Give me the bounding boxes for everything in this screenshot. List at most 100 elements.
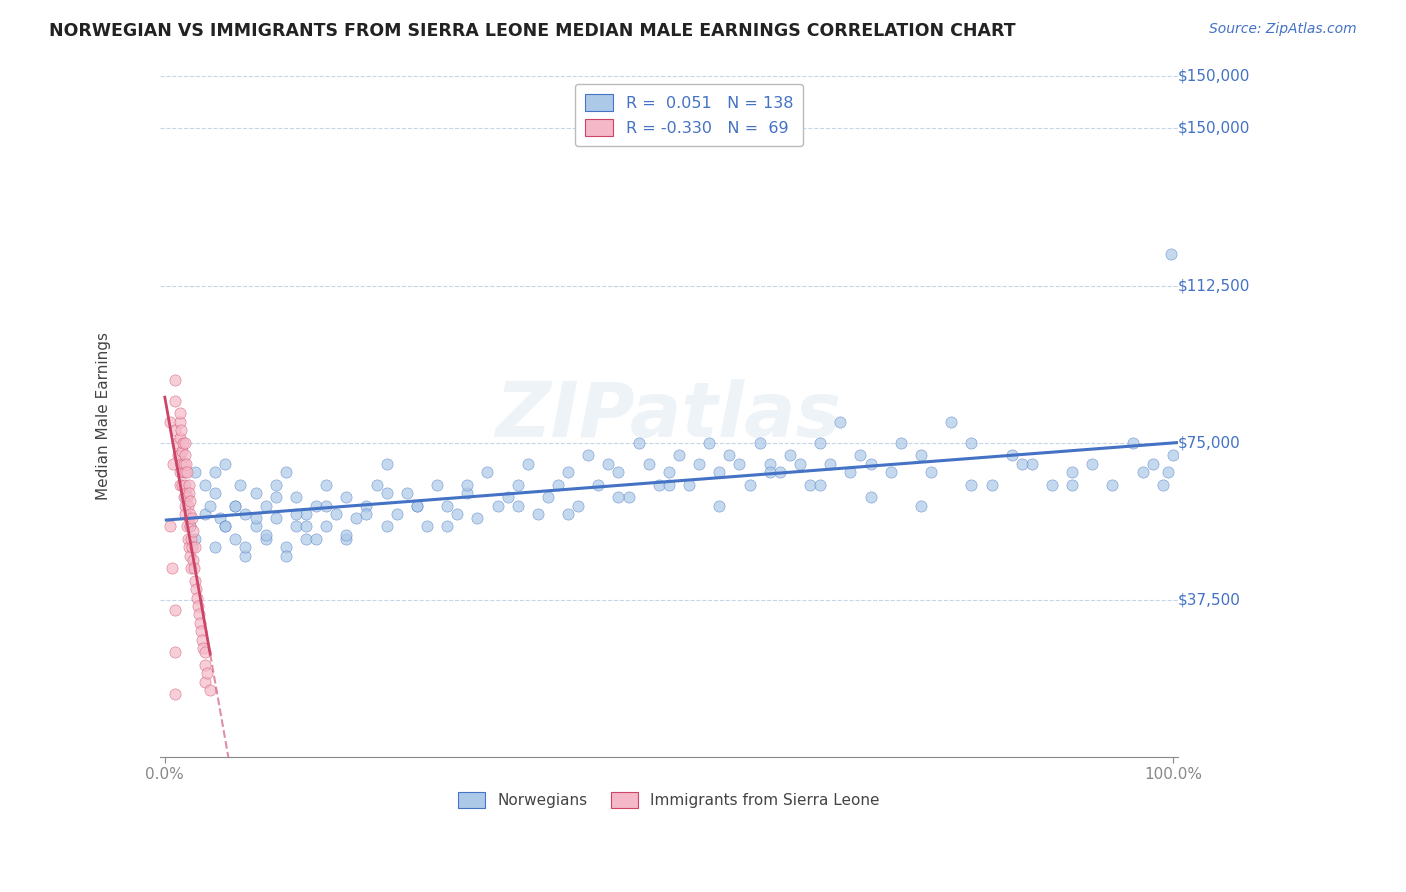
Point [1101, 477, 1123, 491]
Point [1040, 477, 1063, 491]
Point [186, 591, 208, 605]
Point [224, 499, 246, 513]
Point [194, 674, 217, 689]
Point [274, 549, 297, 563]
Point [295, 519, 318, 533]
Point [769, 465, 792, 479]
Text: ZIPatlas: ZIPatlas [496, 379, 842, 453]
Point [547, 477, 569, 491]
Point [446, 507, 468, 521]
Point [1062, 477, 1084, 491]
Point [170, 457, 193, 471]
Point [169, 406, 191, 420]
Point [177, 499, 200, 513]
Text: $150,000: $150,000 [1178, 69, 1250, 84]
Point [169, 477, 191, 491]
Point [467, 511, 489, 525]
Point [173, 457, 195, 471]
Point [181, 541, 204, 555]
Point [1122, 435, 1144, 450]
Text: $112,500: $112,500 [1178, 278, 1250, 293]
Point [456, 477, 478, 491]
Point [170, 423, 193, 437]
Point [859, 490, 882, 504]
Point [177, 541, 200, 555]
Point [183, 561, 205, 575]
Point [344, 511, 367, 525]
Point [506, 477, 529, 491]
Point [235, 549, 257, 563]
Point [718, 448, 741, 462]
Point [1011, 457, 1033, 471]
Point [264, 511, 287, 525]
Point [180, 532, 202, 546]
Point [335, 532, 357, 546]
Point [516, 457, 538, 471]
Point [284, 507, 307, 521]
Point [859, 457, 882, 471]
Point [173, 490, 195, 504]
Point [170, 444, 193, 458]
Point [668, 448, 690, 462]
Point [808, 477, 831, 491]
Point [181, 553, 204, 567]
Point [188, 607, 211, 622]
Point [738, 477, 761, 491]
Point [224, 532, 246, 546]
Point [187, 599, 209, 613]
Point [162, 457, 184, 471]
Point [567, 499, 589, 513]
Point [890, 435, 912, 450]
Point [184, 574, 207, 588]
Point [1161, 448, 1184, 462]
Point [163, 423, 186, 437]
Point [617, 490, 640, 504]
Point [195, 666, 218, 681]
Point [960, 477, 983, 491]
Point [678, 477, 700, 491]
Point [274, 465, 297, 479]
Point [184, 582, 207, 597]
Point [375, 519, 398, 533]
Legend: Norwegians, Immigrants from Sierra Leone: Norwegians, Immigrants from Sierra Leone [451, 786, 886, 814]
Point [295, 507, 318, 521]
Point [174, 477, 197, 491]
Point [385, 507, 408, 521]
Point [960, 435, 983, 450]
Point [598, 457, 620, 471]
Point [169, 465, 191, 479]
Point [607, 465, 630, 479]
Text: $75,000: $75,000 [1178, 435, 1240, 450]
Point [284, 490, 307, 504]
Point [818, 457, 841, 471]
Point [163, 393, 186, 408]
Point [284, 519, 307, 533]
Point [839, 465, 862, 479]
Point [658, 477, 681, 491]
Point [209, 511, 232, 525]
Point [163, 603, 186, 617]
Point [1157, 465, 1180, 479]
Point [799, 477, 821, 491]
Point [405, 499, 427, 513]
Point [264, 477, 287, 491]
Point [254, 528, 277, 542]
Point [496, 490, 519, 504]
Point [179, 507, 201, 521]
Point [180, 561, 202, 575]
Point [224, 499, 246, 513]
Point [172, 435, 194, 450]
Point [235, 507, 257, 521]
Point [335, 490, 357, 504]
Point [779, 448, 801, 462]
Point [214, 519, 236, 533]
Point [245, 486, 267, 500]
Point [688, 457, 710, 471]
Point [395, 486, 418, 500]
Point [170, 477, 193, 491]
Point [174, 435, 197, 450]
Point [325, 507, 347, 521]
Text: NORWEGIAN VS IMMIGRANTS FROM SIERRA LEONE MEDIAN MALE EARNINGS CORRELATION CHART: NORWEGIAN VS IMMIGRANTS FROM SIERRA LEON… [49, 22, 1015, 40]
Point [366, 477, 388, 491]
Point [637, 457, 659, 471]
